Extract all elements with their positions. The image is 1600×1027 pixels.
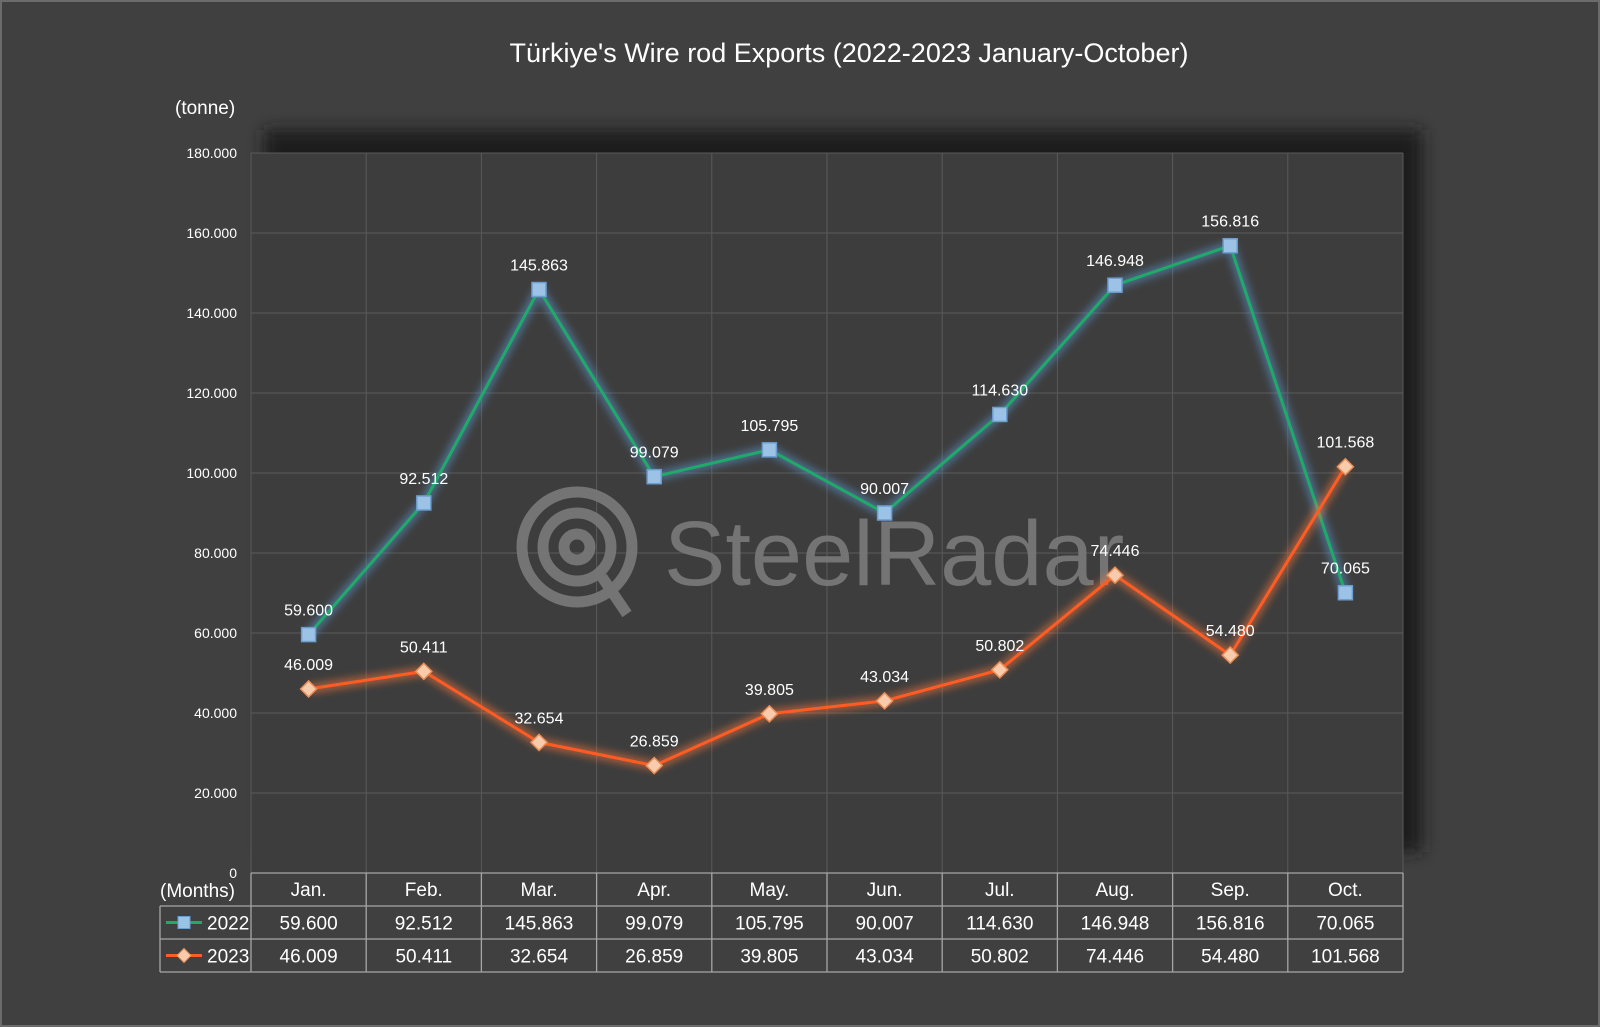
series-2023-line: [308, 465, 1347, 768]
y-tick-label: 100.000: [186, 465, 237, 481]
chart-title: Türkiye's Wire rod Exports (2022-2023 Ja…: [510, 38, 1189, 68]
table-cell-2022: 59.600: [280, 914, 338, 935]
table-cell-2023: 74.446: [1086, 947, 1144, 968]
table-cell-2023: 50.411: [395, 947, 452, 968]
data-table: (Months) Jan. Feb. Mar. Apr. May. Jun. Jul. Aug.…: [159, 872, 1404, 973]
series-2022-data-label: 59.600: [284, 603, 333, 620]
series-2023-point: [1336, 457, 1355, 476]
y-tick-label: 20.000: [194, 785, 237, 801]
series-2023-point: [645, 756, 664, 775]
x-tick-label: Feb.: [405, 880, 443, 901]
radar-icon: [516, 486, 638, 618]
series-2022-point: [300, 626, 317, 643]
table-cell-2023: 54.480: [1201, 947, 1259, 968]
x-tick-label: Sep.: [1211, 880, 1250, 901]
series-2023-data-label: 32.654: [515, 710, 564, 727]
series-2022-data-label: 146.948: [1086, 253, 1144, 270]
series-2023-point: [1105, 566, 1125, 585]
series-2022-data-label: 105.795: [740, 418, 798, 435]
table-cell-2022: 105.795: [735, 914, 804, 935]
series-2023-data-label: 50.802: [975, 638, 1024, 655]
y-tick-label: 40.000: [194, 705, 237, 721]
series-2022-data-label: 70.065: [1321, 561, 1370, 578]
legend-label-2022: 2022: [207, 914, 249, 935]
series-2022-line: [307, 244, 1347, 636]
watermark-text: SteelRadar: [664, 503, 1124, 605]
series-2023-point: [299, 679, 318, 699]
series-2022-point: [646, 468, 662, 485]
series-2023-point: [760, 704, 779, 723]
y-tick-label: 120.000: [186, 385, 237, 401]
data-labels: 59.600 92.512 145.863 99.079 105.795 90.007 11…: [284, 214, 1374, 751]
x-tick-label: Apr.: [637, 880, 671, 901]
x-tick-label: Jan.: [291, 880, 327, 901]
x-tick-label: May.: [750, 880, 790, 901]
table-cell-2022: 99.079: [625, 914, 683, 935]
series-2022-data-label: 92.512: [399, 471, 448, 488]
x-tick-label: Jul.: [985, 880, 1015, 901]
table-cell-2023: 32.654: [510, 947, 569, 968]
series-2023-point: [875, 691, 894, 710]
x-tick-label: Aug.: [1095, 880, 1134, 901]
x-tick-label: Jun.: [867, 880, 903, 901]
y-tick-label: 0: [229, 865, 237, 881]
series-2022-point: [761, 442, 778, 458]
x-axis-label: (Months): [160, 881, 235, 902]
watermark-logo: SteelRadar: [516, 486, 1124, 618]
table-cell-2022: 90.007: [856, 914, 914, 935]
series-2022-data-label: 145.863: [510, 258, 568, 275]
x-tick-label: Mar.: [521, 880, 558, 901]
y-tick-label: 80.000: [194, 545, 237, 561]
table-cell-2022: 146.948: [1081, 914, 1150, 935]
series-2023-point: [414, 662, 433, 681]
table-cell-2022: 114.630: [966, 914, 1033, 935]
table-cell-2022: 92.512: [395, 914, 453, 935]
table-cell-2023: 46.009: [280, 947, 338, 968]
y-axis-label: (tonne): [175, 98, 235, 119]
table-cell-2023: 39.805: [740, 947, 798, 968]
series-2023-point: [990, 660, 1009, 679]
legend-label-2023: 2023: [207, 947, 249, 968]
series-2022-point: [992, 406, 1008, 423]
y-tick-label: 180.000: [186, 145, 237, 161]
series-2022-point: [1337, 584, 1354, 601]
y-tick-label: 160.000: [186, 225, 237, 241]
table-cell-2023: 50.802: [971, 947, 1029, 968]
series-2023-data-label: 54.480: [1206, 623, 1255, 640]
table-cell-2022: 70.065: [1316, 914, 1374, 935]
table-cell-2023: 43.034: [856, 947, 915, 968]
y-axis-tick-labels: 0 20.000 40.000 60.000 80.000 100.000 120.000 1…: [186, 145, 237, 881]
series-2023-data-label: 50.411: [400, 639, 448, 656]
series-2023-data-label: 101.568: [1316, 435, 1374, 452]
series-2022-data-label: 114.630: [971, 382, 1028, 399]
series-2023-data-label: 46.009: [284, 657, 333, 674]
series-2022-point: [1107, 277, 1123, 293]
y-tick-label: 140.000: [186, 305, 237, 321]
table-cell-2022: 156.816: [1196, 914, 1265, 935]
series-2023-data-label: 39.805: [745, 682, 794, 699]
series-2022-point: [531, 281, 547, 298]
series-2023-data-label: 43.034: [860, 669, 909, 686]
series-2022-point: [416, 495, 432, 511]
series-2022-data-label: 99.079: [630, 445, 679, 462]
table-cell-2022: 145.863: [505, 914, 574, 935]
series-2023-data-label: 26.859: [630, 734, 679, 751]
legend-marker-2023: [176, 947, 192, 964]
table-cell-2023: 101.568: [1311, 947, 1380, 968]
series-layer: [299, 237, 1355, 775]
table-cell-2023: 26.859: [625, 947, 683, 968]
y-tick-label: 60.000: [194, 625, 237, 641]
series-2023-data-label: 74.446: [1091, 543, 1140, 560]
x-tick-label: Oct.: [1328, 880, 1363, 901]
legend-marker-2022: [177, 916, 191, 929]
series-2023-point: [529, 733, 549, 752]
series-2022-point: [1222, 237, 1238, 254]
series-2022-data-label: 90.007: [860, 481, 909, 498]
series-2022-data-label: 156.816: [1201, 214, 1259, 231]
series-2022-point: [876, 505, 893, 521]
series-2023-point: [1221, 646, 1240, 665]
